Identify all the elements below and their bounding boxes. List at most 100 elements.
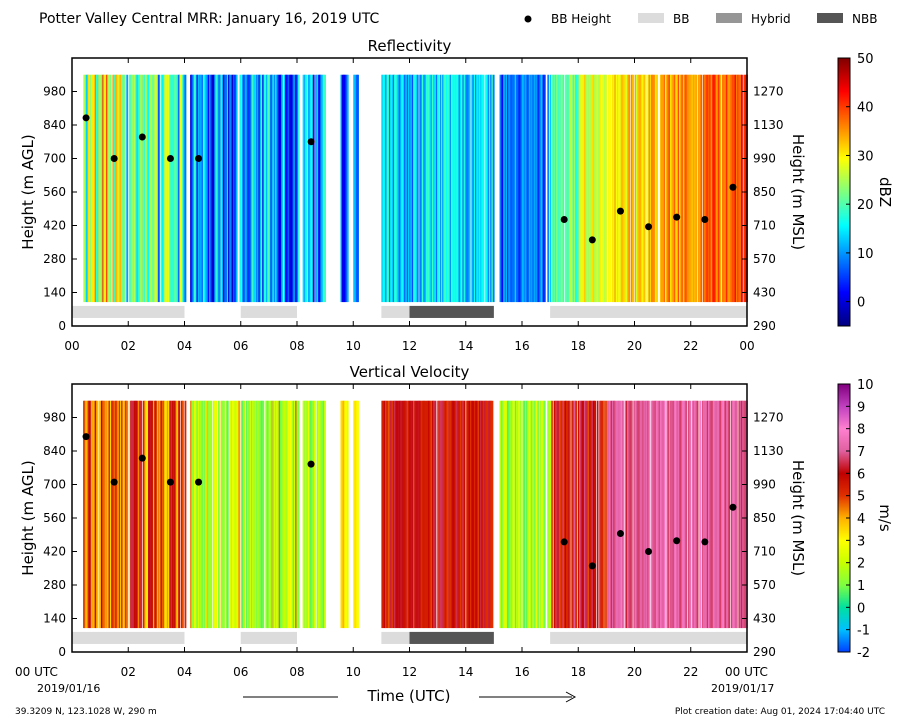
heatmap-column xyxy=(618,400,621,629)
heatmap xyxy=(83,400,748,629)
heatmap-column xyxy=(165,400,168,629)
heatmap-column xyxy=(505,400,508,629)
heatmap-column xyxy=(245,400,248,629)
heatmap-column xyxy=(402,400,405,629)
heatmap-column xyxy=(670,400,672,629)
heatmap-column xyxy=(342,74,345,303)
heatmap-column xyxy=(702,74,705,303)
heatmap-column xyxy=(345,400,348,629)
heatmap-column xyxy=(601,400,604,629)
heatmap-column xyxy=(212,400,215,629)
y2-tick-label: 1270 xyxy=(753,411,784,425)
heatmap-column xyxy=(180,400,183,629)
heatmap-column xyxy=(444,400,447,629)
heatmap-column xyxy=(225,400,228,629)
colorbar-tick-label: 6 xyxy=(857,467,865,482)
heatmap-column xyxy=(526,400,528,629)
y-tick-label: 140 xyxy=(43,612,66,626)
heatmap-column xyxy=(271,400,273,629)
heatmap-column xyxy=(276,400,279,629)
heatmap-column xyxy=(553,74,556,303)
heatmap-column xyxy=(119,400,122,629)
heatmap-column xyxy=(692,74,695,303)
heatmap-column xyxy=(532,74,535,303)
heatmap-column xyxy=(557,400,560,629)
heatmap-column xyxy=(651,400,653,629)
heatmap-column xyxy=(423,400,426,629)
y-tick-label: 840 xyxy=(43,444,66,458)
heatmap-column xyxy=(709,74,712,303)
heatmap-column xyxy=(694,400,696,629)
heatmap-column xyxy=(473,400,476,629)
heatmap-column xyxy=(582,400,585,629)
heatmap-column xyxy=(509,400,512,629)
heatmap-column xyxy=(424,74,427,303)
heatmap-column xyxy=(404,74,407,303)
heatmap-column xyxy=(634,400,637,629)
heatmap-column xyxy=(286,74,289,303)
heatmap-column xyxy=(210,74,213,303)
heatmap-column xyxy=(675,74,678,303)
heatmap-column xyxy=(316,400,319,629)
heatmap-column xyxy=(395,400,398,629)
heatmap-column xyxy=(514,400,517,629)
y-tick-label: 560 xyxy=(43,511,66,525)
legend-hybrid-label: Hybrid xyxy=(751,12,791,26)
bb-height-point xyxy=(166,478,174,486)
heatmap-column xyxy=(123,400,126,629)
heatmap-column xyxy=(558,74,561,303)
heatmap-column xyxy=(175,400,178,629)
colorbar-tick-label: 40 xyxy=(857,101,874,116)
x-tick-label: 20 xyxy=(627,339,642,353)
heatmap-column xyxy=(471,400,474,629)
heatmap-column xyxy=(533,74,536,303)
heatmap-column xyxy=(439,74,442,303)
heatmap-column xyxy=(647,74,650,303)
heatmap-column xyxy=(710,74,713,303)
heatmap-column xyxy=(527,400,530,629)
heatmap-column xyxy=(88,74,91,303)
heatmap-column xyxy=(458,74,461,303)
heatmap-column xyxy=(718,400,721,629)
bb-type-segment-nbb xyxy=(409,305,494,318)
heatmap-column xyxy=(425,74,428,303)
heatmap-column xyxy=(107,74,110,303)
heatmap-column xyxy=(132,400,135,629)
colorbar-tick-label: 1 xyxy=(857,579,865,594)
heatmap-column xyxy=(388,400,391,629)
heatmap-column xyxy=(522,74,525,303)
heatmap-column xyxy=(599,74,602,303)
heatmap-column xyxy=(142,400,145,629)
heatmap-column xyxy=(103,74,106,303)
heatmap-column xyxy=(357,400,359,629)
heatmap-column xyxy=(157,400,160,629)
heatmap-column xyxy=(542,74,545,303)
heatmap-column xyxy=(178,74,181,303)
bb-height-point xyxy=(138,454,146,462)
legend-nbb-swatch xyxy=(817,13,843,23)
heatmap-column xyxy=(670,74,672,303)
heatmap-column xyxy=(456,74,458,303)
heatmap-column xyxy=(400,400,403,629)
heatmap-column xyxy=(637,400,640,629)
heatmap-column xyxy=(252,74,255,303)
heatmap-column xyxy=(604,74,607,303)
heatmap-column xyxy=(166,74,169,303)
heatmap-column xyxy=(591,74,594,303)
heatmap-column xyxy=(138,74,141,303)
heatmap-column xyxy=(149,74,151,303)
y2-tick-label: 1130 xyxy=(753,118,784,132)
heatmap-column xyxy=(528,74,531,303)
heatmap-column xyxy=(433,400,436,629)
end-time-label: 00 UTC xyxy=(725,665,768,679)
heatmap-column xyxy=(138,400,141,629)
heatmap-column xyxy=(542,400,545,629)
heatmap-column xyxy=(571,74,574,303)
bb-type-segment-bb xyxy=(550,631,747,644)
heatmap-column xyxy=(452,74,455,303)
heatmap-column xyxy=(386,74,389,303)
heatmap-column xyxy=(407,74,410,303)
heatmap-column xyxy=(591,400,594,629)
heatmap-column xyxy=(702,400,705,629)
heatmap-column xyxy=(666,74,669,303)
